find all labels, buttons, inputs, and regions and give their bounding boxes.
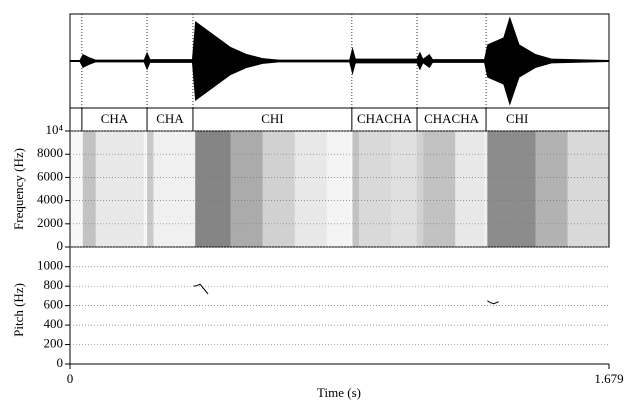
x-axis-label: Time (s) xyxy=(317,385,361,400)
spectrogram-band xyxy=(423,131,456,247)
spectrogram-band xyxy=(262,131,295,247)
y-tick-label: 800 xyxy=(44,277,64,292)
spectrogram-band xyxy=(153,131,192,247)
interval-label: CHA xyxy=(156,111,184,126)
spectrogram-band xyxy=(455,131,485,247)
spectrogram-band xyxy=(567,131,609,247)
spectrogram-band xyxy=(230,131,263,247)
y-tick-label: 600 xyxy=(44,297,64,312)
spectrogram-band xyxy=(144,131,147,247)
y-tick-label: 10⁴ xyxy=(45,122,63,137)
interval-label: CHI xyxy=(261,111,283,126)
spectrogram-band xyxy=(70,131,83,247)
spectrogram-band xyxy=(294,131,327,247)
spectrogram-frame xyxy=(69,130,610,248)
spectrogram-band xyxy=(358,131,392,247)
spectrogram-band xyxy=(391,131,417,247)
y-tick-label: 1000 xyxy=(37,258,63,273)
spectrogram-band xyxy=(82,131,96,247)
y-tick-label: 4000 xyxy=(37,192,63,207)
y-tick-label: 2000 xyxy=(37,215,63,230)
y-tick-label: 0 xyxy=(57,355,64,370)
y-tick-label: 0 xyxy=(57,238,64,253)
x-tick-label: 1.679 xyxy=(594,371,623,386)
y-tick-label: 6000 xyxy=(37,168,63,183)
y-tick-label: 8000 xyxy=(37,145,63,160)
pitch-line xyxy=(193,283,209,295)
spectrogram-band xyxy=(535,131,568,247)
spectrogram-band xyxy=(195,131,231,247)
spectrogram-band xyxy=(484,131,488,247)
spectrogram-band xyxy=(352,131,359,247)
y-tick-label: 200 xyxy=(44,336,64,351)
interval-label: CHA xyxy=(101,111,129,126)
interval-label: CHACHA xyxy=(357,111,413,126)
interval-label: CHACHA xyxy=(424,111,480,126)
spectrogram-band xyxy=(416,131,424,247)
pitch-line xyxy=(487,300,499,305)
y-axis-label: Pitch (Hz) xyxy=(11,283,26,337)
spectrogram-band xyxy=(609,131,610,247)
spectrogram-band xyxy=(326,131,350,247)
spectrogram-band xyxy=(349,131,352,247)
spectrogram-band xyxy=(487,131,536,247)
spectrogram-band xyxy=(191,131,196,247)
y-axis-label: Frequency (Hz) xyxy=(11,148,26,230)
y-tick-label: 400 xyxy=(44,316,64,331)
interval-label: CHI xyxy=(506,111,528,126)
x-tick-label: 0 xyxy=(67,371,74,386)
spectrogram-band xyxy=(95,131,144,247)
spectrogram-band xyxy=(147,131,154,247)
